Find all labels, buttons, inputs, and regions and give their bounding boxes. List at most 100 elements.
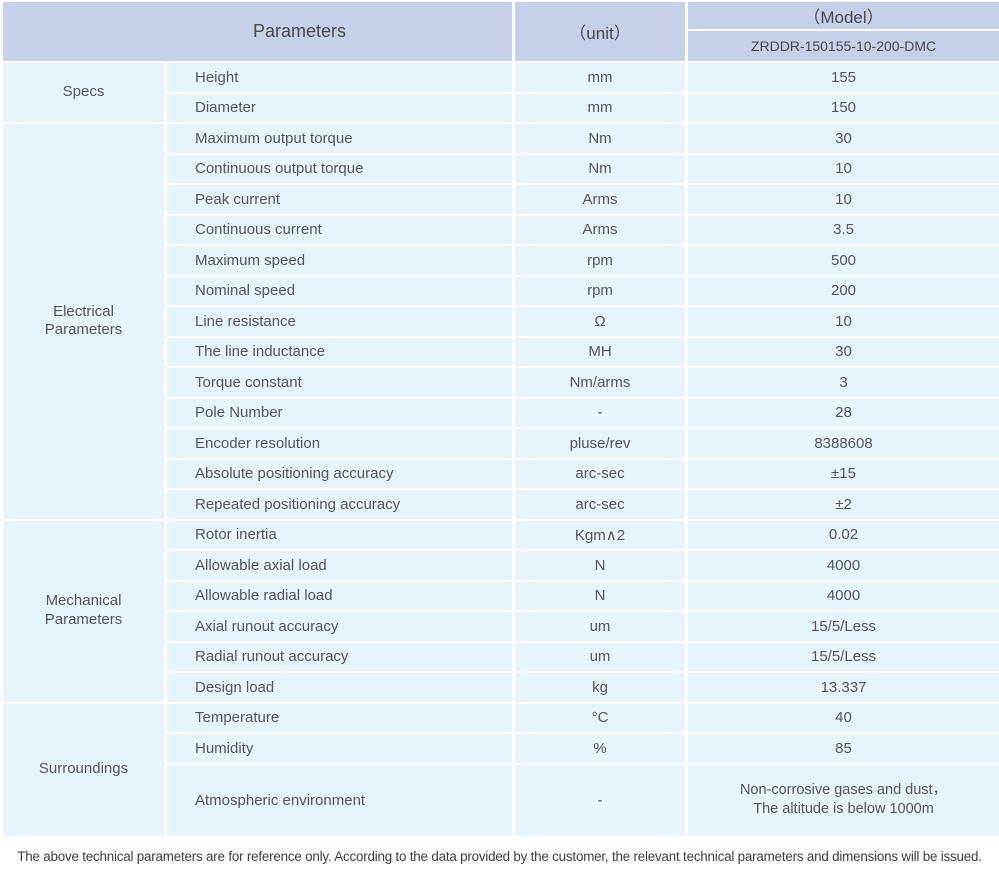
value-cell: 40: [685, 701, 999, 734]
table-row: Continuous output torque Nm 10: [2, 152, 999, 185]
table-row: Mechanical Parameters Rotor inertia Kgm∧…: [0, 518, 999, 704]
group-cell-surroundings: Surroundings: [0, 701, 167, 838]
table-row: Design load kg 13.337: [2, 671, 999, 704]
unit-cell: um: [512, 640, 689, 673]
unit-cell: rpm: [512, 274, 689, 307]
table-row: The line inductance MH 30: [2, 335, 999, 368]
value-cell: 200: [685, 274, 999, 307]
table-row: Diameter mm 150: [2, 91, 999, 124]
table-row: Line resistance Ω 10: [2, 305, 999, 338]
table-row: Maximum speed rpm 500: [2, 244, 999, 277]
value-cell: 13.337: [685, 671, 999, 704]
value-cell: 30: [685, 335, 999, 368]
unit-cell: Nm/arms: [512, 366, 689, 399]
table-row: Continuous current Arms 3.5: [2, 213, 999, 246]
param-name-cell: Nominal speed: [163, 274, 516, 307]
table-row: Absolute positioning accuracy arc-sec ±1…: [2, 457, 999, 490]
table-row: Axial runout accuracy um 15/5/Less: [2, 610, 999, 643]
unit-cell: kg: [512, 671, 689, 704]
value-cell: 4000: [685, 549, 999, 582]
value-cell: 155: [685, 61, 999, 94]
value-cell: Non-corrosive gases and dust， The altitu…: [685, 762, 999, 838]
param-name-cell: Allowable radial load: [163, 579, 516, 612]
value-cell: 3.5: [685, 213, 999, 246]
parameters-column-header: Parameters: [0, 0, 516, 63]
table-row: Radial runout accuracy um 15/5/Less: [2, 640, 999, 673]
group-cell-electrical-parameters: Electrical Parameters: [0, 122, 167, 521]
unit-cell: arc-sec: [512, 457, 689, 490]
value-cell: ±15: [685, 457, 999, 490]
value-cell: 10: [685, 305, 999, 338]
param-name-cell: Design load: [163, 671, 516, 704]
table-row: Atmospheric environment - Non-corrosive …: [2, 762, 999, 838]
unit-cell: -: [512, 396, 689, 429]
table-row: Electrical Parameters Maximum output tor…: [0, 122, 999, 521]
table-header: Parameters （unit） （Model） ZRDDR-150155-1…: [0, 0, 999, 63]
param-name-cell: Axial runout accuracy: [163, 610, 516, 643]
param-name-cell: Repeated positioning accuracy: [163, 488, 516, 521]
param-name-cell: Maximum output torque: [163, 122, 516, 155]
footnote: The above technical parameters are for r…: [17, 848, 982, 864]
value-cell: 4000: [685, 579, 999, 612]
table-row: Peak current Arms 10: [2, 183, 999, 216]
unit-cell: pluse/rev: [512, 427, 689, 460]
param-name-cell: Allowable axial load: [163, 549, 516, 582]
unit-column-header: （unit）: [512, 0, 689, 63]
value-cell: 150: [685, 91, 999, 124]
unit-cell: um: [512, 610, 689, 643]
table-row: Allowable radial load N 4000: [2, 579, 999, 612]
unit-cell: Nm: [512, 122, 689, 155]
param-name-cell: Absolute positioning accuracy: [163, 457, 516, 490]
value-cell: 3: [685, 366, 999, 399]
param-name-cell: Encoder resolution: [163, 427, 516, 460]
unit-cell: mm: [512, 61, 689, 94]
unit-cell: Arms: [512, 213, 689, 246]
param-name-cell: Height: [163, 61, 516, 94]
table-row: Allowable axial load N 4000: [2, 549, 999, 582]
table-row: Surroundings Temperature °C 40: [0, 701, 999, 838]
unit-cell: MH: [512, 335, 689, 368]
value-cell: 28: [685, 396, 999, 429]
param-name-cell: Humidity: [163, 732, 516, 765]
param-name-cell: Temperature: [163, 701, 516, 734]
param-name-cell: Continuous current: [163, 213, 516, 246]
spec-table: Parameters （unit） （Model） ZRDDR-150155-1…: [0, 0, 999, 838]
unit-cell: rpm: [512, 244, 689, 277]
value-cell: 15/5/Less: [685, 610, 999, 643]
unit-cell: arc-sec: [512, 488, 689, 521]
param-name-cell: Line resistance: [163, 305, 516, 338]
unit-cell: %: [512, 732, 689, 765]
table-row: Humidity % 85: [2, 732, 999, 765]
param-name-cell: Torque constant: [163, 366, 516, 399]
table-row: Torque constant Nm/arms 3: [2, 366, 999, 399]
param-name-cell: Pole Number: [163, 396, 516, 429]
unit-cell: Nm: [512, 152, 689, 185]
value-cell: 30: [685, 122, 999, 155]
param-name-cell: Diameter: [163, 91, 516, 124]
value-cell: 8388608: [685, 427, 999, 460]
unit-cell: N: [512, 579, 689, 612]
unit-cell: Kgm∧2: [512, 518, 689, 551]
param-name-cell: Continuous output torque: [163, 152, 516, 185]
value-cell: 15/5/Less: [685, 640, 999, 673]
value-cell: ±2: [685, 488, 999, 521]
table-row: Encoder resolution pluse/rev 8388608: [2, 427, 999, 460]
model-column-header: （Model）: [685, 0, 999, 31]
unit-cell: Ω: [512, 305, 689, 338]
header-row-2: ZRDDR-150155-10-200-DMC: [2, 29, 999, 63]
unit-cell: °C: [512, 701, 689, 734]
model-number: ZRDDR-150155-10-200-DMC: [685, 29, 999, 63]
group-cell-mechanical-parameters: Mechanical Parameters: [0, 518, 167, 704]
value-cell: 0.02: [685, 518, 999, 551]
table-row: Repeated positioning accuracy arc-sec ±2: [2, 488, 999, 521]
param-name-cell: Maximum speed: [163, 244, 516, 277]
param-name-cell: Rotor inertia: [163, 518, 516, 551]
param-name-cell: Peak current: [163, 183, 516, 216]
param-name-cell: The line inductance: [163, 335, 516, 368]
unit-cell: N: [512, 549, 689, 582]
param-name-cell: Atmospheric environment: [163, 762, 516, 838]
unit-cell: -: [512, 762, 689, 838]
param-name-cell: Radial runout accuracy: [163, 640, 516, 673]
value-cell: 85: [685, 732, 999, 765]
value-cell: 10: [685, 152, 999, 185]
